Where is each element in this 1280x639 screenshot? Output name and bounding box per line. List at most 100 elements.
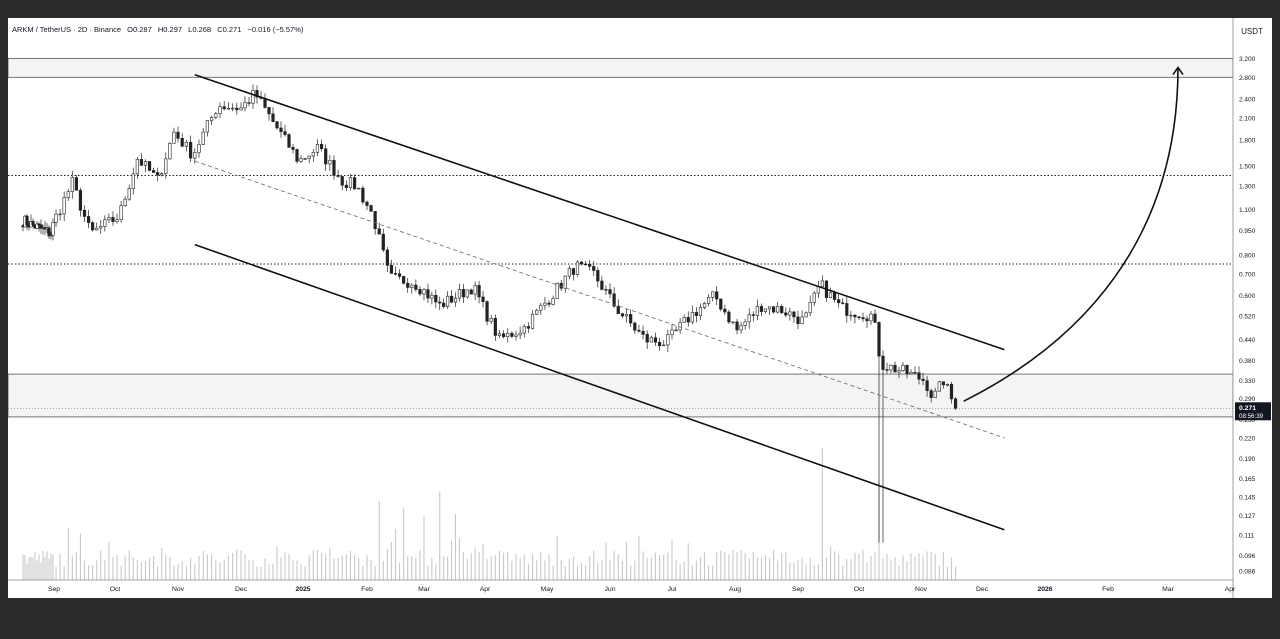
candle-up (702, 303, 707, 308)
candle-up (35, 223, 39, 229)
candle-up (518, 332, 522, 336)
candle-up (551, 298, 555, 305)
time-tick-label: Apr (1225, 586, 1236, 593)
candle-down (735, 321, 739, 331)
candle-up (747, 314, 751, 323)
candle-up (497, 333, 502, 336)
candle-up (820, 280, 824, 287)
candle-up (869, 313, 873, 322)
candle-down (772, 306, 776, 313)
time-tick-label: Oct (110, 586, 121, 593)
time-tick-label: Jul (668, 586, 677, 593)
candle-up (901, 364, 905, 371)
candle-down (86, 216, 91, 223)
candle-down (295, 149, 299, 162)
time-tick-label: Nov (915, 586, 928, 593)
candle-down (608, 289, 612, 295)
candle-up (465, 289, 469, 298)
candle-down (547, 302, 551, 305)
candle-up (62, 197, 66, 215)
candle-down (389, 265, 394, 274)
candle-up (70, 177, 74, 192)
candle-up (357, 187, 361, 190)
candle-down (719, 298, 723, 310)
candle-down (189, 141, 193, 159)
candle-up (670, 329, 674, 335)
chart-canvas[interactable]: USDT 3.200 2.800 2.400 2.100 1.800 1.500 1.300 1… (7, 18, 1272, 598)
candle-down (657, 341, 662, 347)
candle-down (381, 233, 385, 251)
chart-area[interactable]: ARKM / TetherUS · 2D · Binance O0.287 H0… (7, 18, 1272, 598)
price-tick-label: 1.300 (1239, 184, 1256, 191)
candle-down (235, 107, 239, 111)
candle-up (307, 155, 311, 159)
candle-down (406, 282, 410, 288)
price-tick-label: 0.220 (1239, 435, 1256, 442)
candle-up (666, 334, 670, 346)
candle-up (816, 286, 820, 294)
candle-up (168, 143, 172, 160)
candle-up (135, 159, 139, 175)
candle-down (641, 330, 645, 335)
candle-down (481, 296, 485, 302)
candle-up (555, 282, 559, 299)
candle-down (47, 227, 51, 237)
candle-down (377, 228, 381, 235)
candle-up (226, 108, 231, 110)
time-tick-label: Apr (480, 586, 491, 593)
candle-down (402, 276, 406, 284)
candle-down (596, 270, 600, 282)
price-tick-label: 1.100 (1239, 207, 1256, 214)
candle-down (925, 380, 929, 391)
candle-up (567, 268, 571, 277)
time-tick-label: Sep (48, 586, 60, 593)
candle-up (543, 302, 547, 306)
candle-up (489, 317, 493, 322)
candle-up (184, 141, 189, 147)
candle-up (514, 334, 518, 337)
candle-up (430, 294, 434, 299)
candle-up (54, 213, 58, 223)
candle-up (767, 306, 772, 310)
candle-down (853, 314, 857, 318)
symbol-label[interactable]: ARKM / TetherUS · 2D · Binance (12, 25, 122, 34)
last-price-badge (1235, 402, 1271, 421)
candle-up (897, 370, 901, 373)
candle-up (662, 344, 666, 347)
candle-down (780, 306, 784, 314)
candle-up (776, 306, 780, 313)
candle-up (348, 177, 353, 189)
candle-up (172, 131, 176, 144)
candle-up (937, 381, 941, 392)
price-tick-label: 0.380 (1239, 358, 1256, 365)
candle-down (796, 316, 800, 325)
ohlc-change: −0.016 (−5.57%) (247, 25, 304, 34)
ohlc-high: H0.297 (157, 25, 183, 34)
candle-down (361, 187, 365, 203)
candle-up (804, 312, 808, 318)
candle-series (21, 84, 958, 543)
time-axis: Sep Oct Nov Dec 2025 Feb Mar Apr May Jun Jul Aug Sep… (8, 579, 1236, 593)
candle-down (434, 294, 438, 303)
candle-down (267, 107, 271, 115)
candle-down (303, 158, 307, 160)
price-tick-label: 0.250 (1239, 417, 1256, 424)
price-tick-label: 0.145 (1239, 494, 1256, 501)
candle-up (812, 292, 816, 303)
candle-up (95, 227, 99, 231)
candle-up (674, 329, 678, 332)
candle-down (365, 201, 369, 206)
candle-up (506, 332, 510, 338)
candle-down (31, 221, 35, 226)
candle-up (473, 285, 477, 295)
candle-up (127, 188, 131, 200)
time-tick-label: Dec (235, 586, 248, 593)
candle-down (832, 292, 837, 300)
candle-up (160, 173, 164, 176)
price-tick-label: 0.950 (1239, 228, 1256, 235)
price-tick-label: 0.600 (1239, 293, 1256, 300)
candle-up (624, 314, 629, 317)
candle-down (336, 175, 340, 177)
candle-up (103, 219, 107, 227)
candle-down (845, 303, 849, 316)
